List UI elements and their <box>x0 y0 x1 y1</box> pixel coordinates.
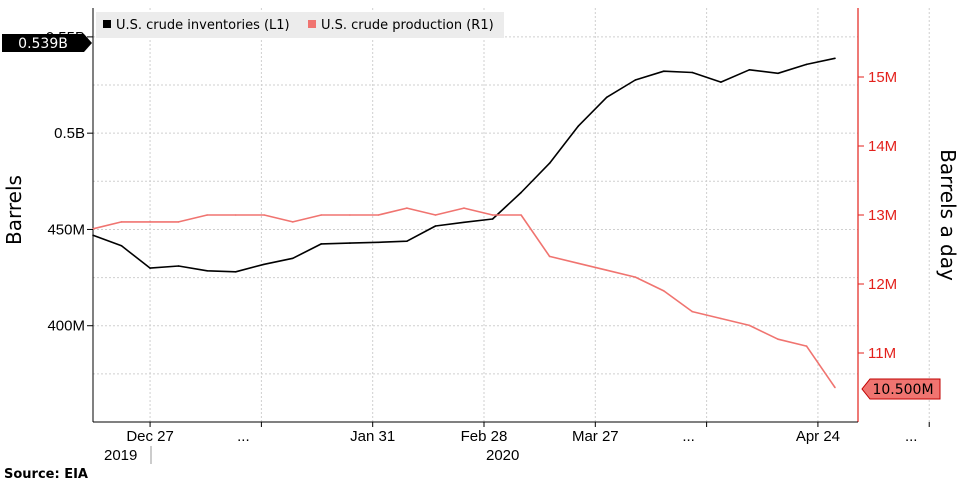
data-point-inventories <box>491 218 494 220</box>
data-point-inventories <box>777 72 779 75</box>
data-point-production <box>691 310 694 313</box>
data-point-production <box>605 269 608 272</box>
data-point-production <box>463 207 465 209</box>
y-right-tick-label-2: 13M <box>868 207 897 224</box>
data-point-inventories <box>691 71 694 74</box>
data-point-production <box>349 214 351 216</box>
data-point-inventories <box>120 245 123 247</box>
x-tick-label-5: ... <box>682 428 695 445</box>
last-value-badge-left-shape <box>2 34 92 52</box>
data-point-production <box>292 221 294 223</box>
data-point-inventories <box>577 125 579 127</box>
data-point-inventories <box>320 243 323 245</box>
data-point-production <box>834 386 836 389</box>
x-tick-label-6: Apr 24 <box>796 428 840 445</box>
series-layer <box>92 57 836 389</box>
data-point-inventories <box>177 265 180 267</box>
data-point-inventories <box>463 221 465 224</box>
data-point-inventories <box>234 271 237 273</box>
last-value-badge-right: 10.500M <box>861 378 941 400</box>
data-point-production <box>520 214 522 216</box>
legend-entry-inventories: U.S. crude inventories (L1) <box>116 18 290 33</box>
y-right-tick-label-0: 11M <box>868 345 896 362</box>
data-point-inventories <box>520 191 522 194</box>
grid <box>93 8 930 422</box>
x-year-label-0: 2019 <box>104 447 137 464</box>
data-point-production <box>263 214 266 216</box>
y-right-tick-label-1: 12M <box>868 276 897 293</box>
last-value-label-right: 10.500M <box>872 382 933 398</box>
data-point-inventories <box>149 267 151 269</box>
legend-swatch-production <box>308 20 316 28</box>
data-point-inventories <box>748 69 751 71</box>
data-point-production <box>777 338 779 341</box>
data-point-inventories <box>834 57 836 60</box>
data-point-inventories <box>292 257 294 260</box>
source-label: Source: EIA <box>4 467 88 482</box>
data-point-production <box>491 214 494 216</box>
data-point-inventories <box>349 242 351 244</box>
data-point-production <box>577 262 579 265</box>
data-point-production <box>234 214 237 216</box>
data-point-inventories <box>406 240 408 242</box>
data-point-production <box>177 221 180 223</box>
data-point-production <box>548 255 551 258</box>
x-tick-label-0: Dec 27 <box>126 428 174 445</box>
data-point-production <box>120 221 123 223</box>
data-point-production <box>206 214 208 216</box>
y-left-tick-label-2: 0.5B <box>54 125 85 142</box>
data-point-production <box>320 214 323 216</box>
legend-entry-production: U.S. crude production (R1) <box>321 18 494 33</box>
data-point-inventories <box>663 70 665 72</box>
x-tick-label-3: Feb 28 <box>461 428 508 445</box>
data-point-inventories <box>434 225 437 227</box>
data-point-inventories <box>377 241 380 244</box>
legend-background <box>96 12 504 38</box>
x-year-label-1: 2020 <box>486 447 519 464</box>
x-tick-label-4: Mar 27 <box>572 428 619 445</box>
legend-swatch-inventories <box>103 20 111 28</box>
data-point-production <box>406 207 408 209</box>
data-point-production <box>720 317 722 320</box>
data-point-inventories <box>720 81 722 83</box>
y-left-tick-label-0: 400M <box>47 318 85 335</box>
data-point-production <box>149 221 151 223</box>
data-point-inventories <box>805 63 808 66</box>
y-right-tick-label-3: 14M <box>868 138 897 155</box>
data-point-production <box>634 276 637 278</box>
last-value-label-left: 0.539B <box>18 36 68 52</box>
data-point-production <box>663 290 665 292</box>
data-point-inventories <box>605 96 608 99</box>
x-tick-label-7: ... <box>905 428 918 445</box>
x-tick-label-2: Jan 31 <box>350 428 395 445</box>
y-left-axis-title: Barrels <box>2 175 26 245</box>
data-point-inventories <box>634 79 637 81</box>
data-point-production <box>377 214 380 216</box>
y-right-axis-title: Barrels a day <box>936 149 960 281</box>
legend: U.S. crude inventories (L1) U.S. crude p… <box>96 12 504 38</box>
data-point-production <box>805 345 808 347</box>
x-tick-label-1: ... <box>237 428 250 445</box>
last-value-badge-right-shape <box>861 378 941 400</box>
data-point-inventories <box>92 234 94 236</box>
data-point-inventories <box>548 162 551 164</box>
y-right-tick-label-4: 15M <box>868 69 897 86</box>
data-point-production <box>434 214 437 216</box>
data-point-inventories <box>263 263 266 266</box>
y-left-tick-label-1: 450M <box>47 221 85 238</box>
data-point-inventories <box>206 270 208 272</box>
data-point-production <box>748 324 751 327</box>
last-value-badge-left: 0.539B <box>2 34 92 52</box>
